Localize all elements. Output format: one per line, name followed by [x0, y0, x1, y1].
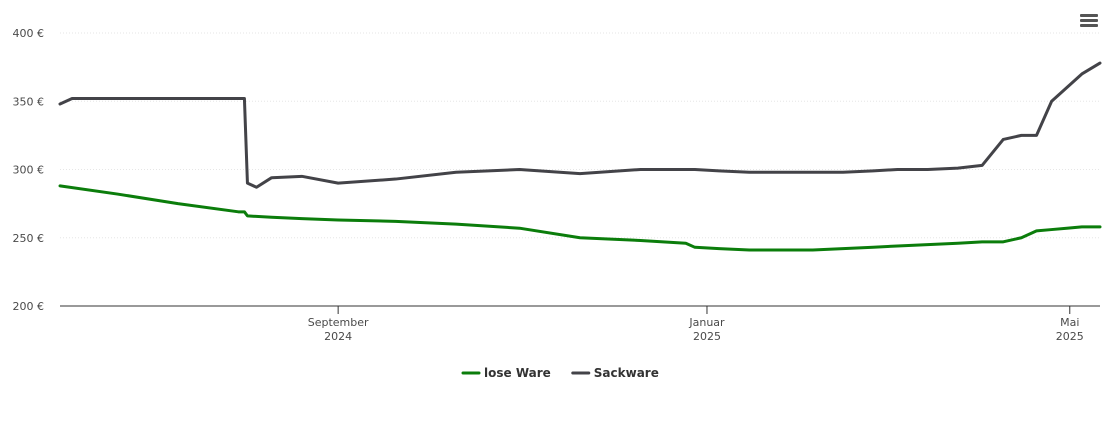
y-tick-label: 400 €	[13, 27, 45, 40]
menu-line	[1080, 14, 1098, 17]
series-line-0[interactable]	[58, 184, 1102, 252]
legend-item[interactable]: lose Ware	[461, 366, 551, 380]
series-line-1[interactable]	[58, 61, 1102, 189]
legend-item[interactable]: Sackware	[571, 366, 659, 380]
menu-line	[1080, 19, 1098, 22]
hamburger-menu-icon[interactable]	[1078, 12, 1100, 32]
x-tick-month-label: September	[308, 316, 369, 329]
x-tick-year-label: 2025	[693, 330, 721, 343]
menu-line	[1080, 24, 1098, 27]
y-tick-label: 300 €	[13, 164, 45, 177]
x-tick-year-label: 2024	[324, 330, 352, 343]
y-axis-ticks: 200 € 250 € 300 € 350 € 400 €	[13, 27, 45, 313]
y-tick-label: 350 €	[13, 95, 45, 108]
y-tick-label: 250 €	[13, 232, 45, 245]
y-tick-label: 200 €	[13, 300, 45, 313]
series-lines	[58, 61, 1102, 252]
x-tick-month-label: Mai	[1060, 316, 1079, 329]
gridlines	[60, 32, 1100, 239]
legend[interactable]: lose Ware Sackware	[461, 366, 659, 380]
x-tick-month-label: Januar	[688, 316, 725, 329]
legend-label: Sackware	[594, 366, 659, 380]
legend-label: lose Ware	[484, 366, 551, 380]
x-tick-year-label: 2025	[1056, 330, 1084, 343]
